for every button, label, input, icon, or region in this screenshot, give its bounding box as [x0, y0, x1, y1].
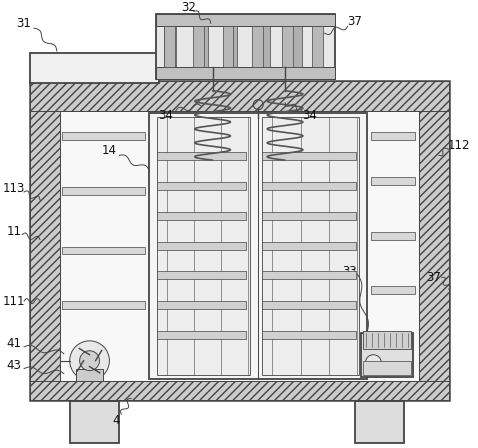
Bar [62, 133, 145, 140]
Text: 34: 34 [159, 109, 174, 122]
Bar [62, 301, 145, 309]
Text: 32: 32 [181, 1, 196, 14]
Bar [262, 271, 356, 279]
Bar [371, 177, 415, 185]
Bar [262, 301, 356, 309]
Bar [419, 81, 449, 401]
Bar [62, 187, 145, 195]
Bar [371, 286, 415, 294]
Text: 31: 31 [17, 17, 32, 30]
Bar [149, 112, 368, 379]
Text: 113: 113 [3, 181, 25, 194]
Bar [156, 14, 335, 26]
Bar [157, 152, 246, 160]
Bar [252, 26, 263, 67]
Text: 14: 14 [102, 144, 117, 157]
Bar [156, 14, 335, 79]
Text: 37: 37 [426, 271, 441, 284]
Bar [312, 26, 323, 67]
Bar [62, 246, 145, 254]
Bar [290, 26, 302, 67]
Bar [30, 81, 449, 401]
Text: 34: 34 [303, 109, 317, 122]
Bar [355, 401, 404, 443]
Bar [60, 111, 419, 380]
Bar [371, 133, 415, 140]
Bar [30, 81, 449, 111]
Bar [157, 212, 246, 220]
Text: 112: 112 [447, 139, 470, 152]
Bar [363, 331, 411, 349]
Circle shape [366, 355, 381, 370]
Text: 4: 4 [113, 414, 120, 426]
Bar [262, 241, 356, 250]
Bar [157, 331, 246, 339]
Text: 37: 37 [347, 15, 362, 28]
Text: 33: 33 [342, 265, 357, 278]
Bar [156, 67, 335, 79]
Bar [164, 26, 176, 67]
Bar [157, 182, 246, 190]
Text: 111: 111 [3, 295, 25, 308]
Bar [164, 26, 175, 67]
Bar [262, 212, 356, 220]
Bar [361, 333, 413, 377]
Bar [262, 116, 359, 375]
Bar [371, 232, 415, 240]
Bar [157, 116, 250, 375]
Bar [30, 380, 449, 401]
Text: 11: 11 [7, 225, 22, 238]
Bar [193, 26, 204, 67]
Bar [76, 369, 103, 380]
Bar [157, 301, 246, 309]
Bar [70, 401, 120, 443]
Circle shape [70, 341, 109, 380]
Bar [157, 271, 246, 279]
Bar [223, 26, 233, 67]
Circle shape [80, 351, 99, 370]
Bar [262, 182, 356, 190]
Bar [30, 53, 159, 83]
Bar [157, 241, 246, 250]
Bar [262, 152, 356, 160]
Text: 43: 43 [7, 359, 22, 372]
Text: 41: 41 [7, 337, 22, 350]
Bar [262, 331, 356, 339]
Bar [282, 26, 293, 67]
Bar [30, 81, 60, 401]
Bar [196, 26, 207, 67]
Bar [363, 361, 411, 375]
Bar [258, 26, 270, 67]
Bar [226, 26, 238, 67]
